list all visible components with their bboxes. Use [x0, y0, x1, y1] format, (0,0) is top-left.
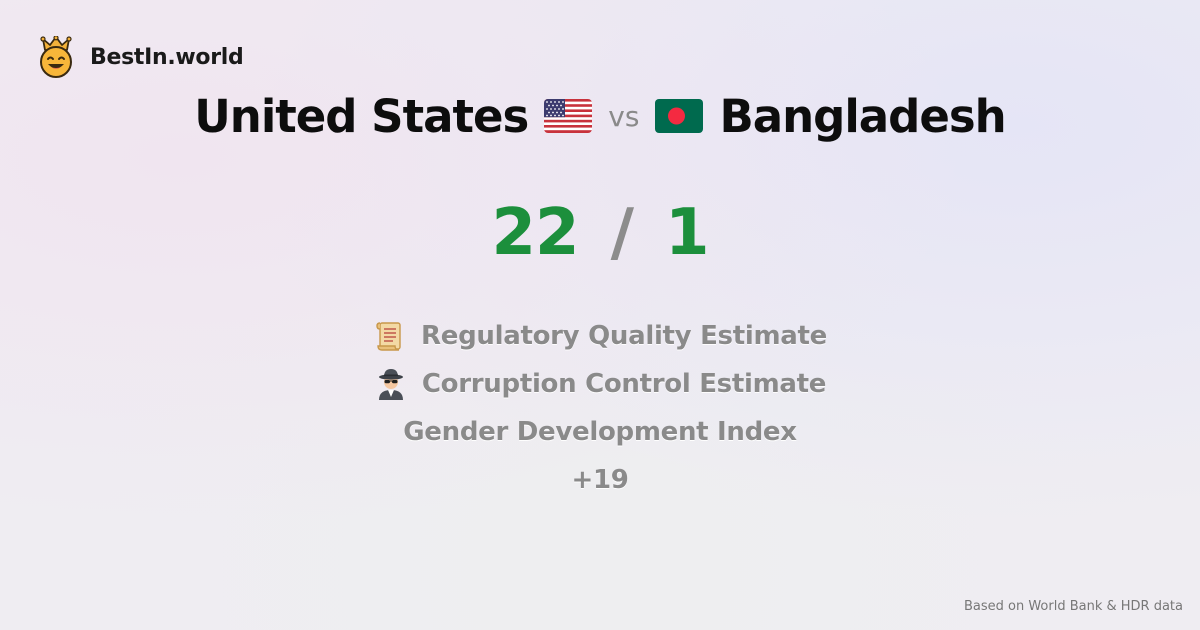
metric-item: Corruption Control Estimate — [374, 360, 826, 408]
metric-label: +19 — [571, 465, 629, 495]
score-country-a: 22 — [491, 196, 580, 270]
brand-name: BestIn.world — [90, 44, 244, 70]
us-flag-icon — [544, 99, 593, 133]
metric-label: Regulatory Quality Estimate — [421, 321, 827, 351]
metrics-list: Regulatory Quality Estimate Corruption C… — [0, 312, 1200, 504]
brand[interactable]: BestIn.world — [38, 36, 244, 78]
score: 22 / 1 — [0, 196, 1200, 270]
detective-icon — [378, 369, 403, 400]
metric-item: Regulatory Quality Estimate — [373, 312, 827, 360]
comparison-title: United States vs Bangladesh — [0, 86, 1200, 146]
metric-label: Gender Development Index — [403, 417, 797, 447]
score-separator: / — [610, 196, 634, 270]
crown-smiley-icon — [40, 36, 72, 78]
score-country-b: 1 — [664, 196, 710, 270]
vs-label: vs — [608, 99, 640, 133]
data-source-note: Based on World Bank & HDR data — [963, 599, 1183, 614]
scroll-icon — [376, 322, 401, 351]
bangladesh-flag-icon — [655, 99, 704, 133]
metric-more-count: +19 — [571, 456, 628, 504]
metric-item: Gender Development Index — [403, 408, 797, 456]
country-a-name: United States — [194, 89, 529, 143]
metric-label: Corruption Control Estimate — [421, 369, 827, 399]
country-b-name: Bangladesh — [719, 89, 1006, 143]
